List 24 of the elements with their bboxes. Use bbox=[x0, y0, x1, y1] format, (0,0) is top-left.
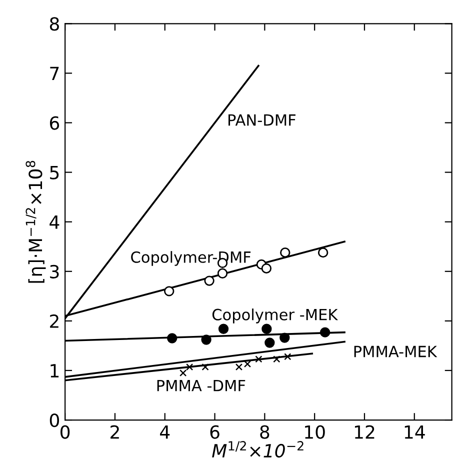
series-label: PMMA -DMF bbox=[157, 380, 246, 392]
y-tick-label: 2 bbox=[50, 314, 58, 328]
y-axis-title: [η]·M$^{−1/2}$×10$^{8}$ bbox=[26, 160, 46, 283]
y-tick-label: 6 bbox=[50, 116, 60, 130]
y-tick-label: 3 bbox=[50, 264, 59, 278]
y-tick-label: 4 bbox=[50, 216, 60, 229]
series-label: Copolymer -MEK bbox=[212, 308, 338, 324]
series-label: Copolymer-DMF bbox=[131, 251, 251, 266]
x-tick-label: 8 bbox=[260, 425, 270, 439]
y-tick-label: 8 bbox=[50, 17, 59, 31]
x-tick-label: 0 bbox=[60, 425, 70, 439]
y-tick-label: 7 bbox=[50, 66, 59, 80]
x-tick-label: 12 bbox=[354, 425, 374, 439]
y-tick-label: 1 bbox=[50, 364, 59, 378]
y-tick-label: 5 bbox=[50, 166, 59, 180]
series-label: PAN-DMF bbox=[228, 114, 296, 126]
y-tick-label: 0 bbox=[50, 413, 60, 428]
series-label: PMMA-MEK bbox=[354, 346, 438, 358]
x-tick-label: 10 bbox=[305, 425, 325, 439]
x-axis-title: M$^{1/2}$×10$^{−2}$ bbox=[212, 441, 304, 458]
x-tick-label: 4 bbox=[160, 425, 170, 439]
x-tick-label: 2 bbox=[110, 425, 119, 439]
x-tick-label: 14 bbox=[404, 425, 425, 439]
x-tick-label: 6 bbox=[210, 425, 220, 439]
